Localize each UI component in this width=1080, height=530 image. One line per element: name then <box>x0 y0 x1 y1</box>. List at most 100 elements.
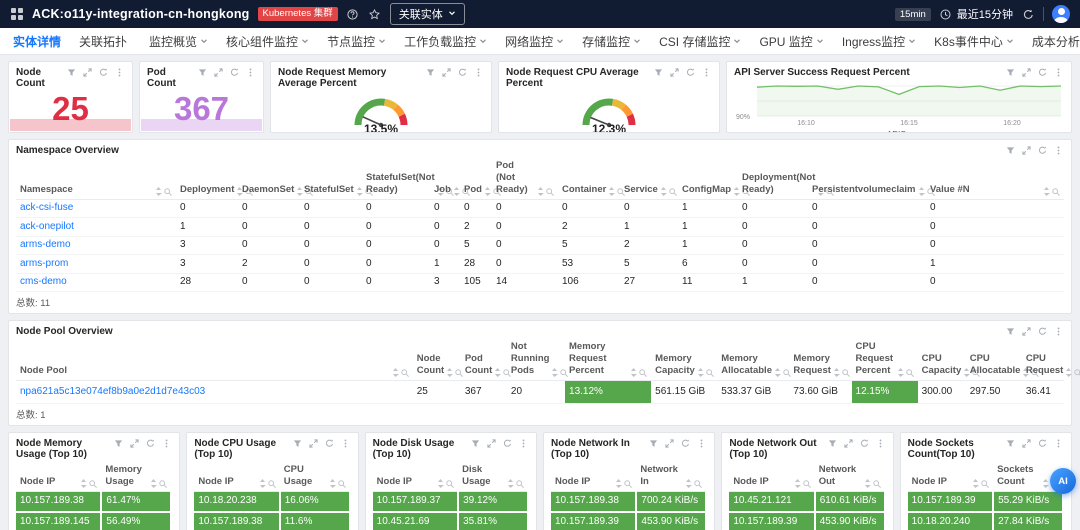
refresh-icon[interactable] <box>145 438 156 449</box>
search-icon[interactable] <box>669 187 677 196</box>
sort-icon[interactable] <box>774 367 781 377</box>
search-icon[interactable] <box>503 369 512 377</box>
search-icon[interactable] <box>455 369 464 377</box>
nav-tab-2[interactable]: 监控概览 <box>140 28 217 54</box>
node-pool-link[interactable]: npa621a5c13e074ef8b9a0e2d1d7e43c03 <box>20 385 206 397</box>
search-icon[interactable] <box>516 480 524 488</box>
refresh-icon[interactable] <box>1037 67 1048 78</box>
expand-icon[interactable] <box>1021 326 1032 337</box>
nav-tab-6[interactable]: 网络监控 <box>496 28 573 54</box>
nav-tab-7[interactable]: 存储监控 <box>573 28 650 54</box>
kebab-menu-icon[interactable] <box>473 67 484 78</box>
refresh-icon[interactable] <box>1037 145 1048 156</box>
sort-icon[interactable] <box>446 367 454 377</box>
refresh-icon[interactable] <box>502 438 513 449</box>
help-icon[interactable] <box>346 7 360 21</box>
sort-icon[interactable] <box>392 367 399 377</box>
sort-icon[interactable] <box>817 186 825 196</box>
sort-icon[interactable] <box>329 479 336 488</box>
refresh-icon[interactable] <box>1021 7 1035 21</box>
namespace-link[interactable]: arms-prom <box>20 257 69 269</box>
search-icon[interactable] <box>803 480 811 488</box>
user-avatar[interactable] <box>1052 5 1070 23</box>
sort-icon[interactable] <box>972 479 980 488</box>
filter-icon[interactable] <box>425 67 436 78</box>
search-icon[interactable] <box>694 480 703 488</box>
time-range-picker[interactable]: 最近15分钟 <box>939 6 1013 22</box>
sort-icon[interactable] <box>1043 186 1050 196</box>
kebab-menu-icon[interactable] <box>1053 438 1064 449</box>
search-icon[interactable] <box>445 187 454 196</box>
search-icon[interactable] <box>462 187 470 196</box>
refresh-icon[interactable] <box>324 438 335 449</box>
search-icon[interactable] <box>624 480 633 488</box>
search-icon[interactable] <box>872 480 881 488</box>
expand-icon[interactable] <box>1021 67 1032 78</box>
kebab-menu-icon[interactable] <box>245 67 256 78</box>
sort-icon[interactable] <box>494 367 502 377</box>
search-icon[interactable] <box>783 369 791 377</box>
refresh-icon[interactable] <box>685 67 696 78</box>
sort-icon[interactable] <box>918 186 925 196</box>
search-icon[interactable] <box>826 187 835 196</box>
sort-icon[interactable] <box>551 367 559 377</box>
favorite-star-icon[interactable] <box>368 7 382 21</box>
search-icon[interactable] <box>1074 369 1080 377</box>
sort-icon[interactable] <box>155 186 162 196</box>
search-icon[interactable] <box>842 369 850 377</box>
nav-tab-1[interactable]: 关联拓扑 <box>79 34 128 49</box>
sort-icon[interactable] <box>660 186 667 196</box>
search-icon[interactable] <box>706 369 714 377</box>
expand-icon[interactable] <box>82 67 93 78</box>
sort-icon[interactable] <box>236 186 244 196</box>
filter-icon[interactable] <box>1005 67 1016 78</box>
sort-icon[interactable] <box>453 186 460 196</box>
search-icon[interactable] <box>981 480 990 488</box>
sort-icon[interactable] <box>615 479 623 488</box>
sort-icon[interactable] <box>1042 479 1049 488</box>
expand-icon[interactable] <box>308 438 319 449</box>
expand-icon[interactable] <box>843 438 854 449</box>
filter-icon[interactable] <box>66 67 77 78</box>
search-icon[interactable] <box>926 187 935 196</box>
kebab-menu-icon[interactable] <box>875 438 886 449</box>
nav-tab-10[interactable]: Ingress监控 <box>833 28 925 54</box>
filter-icon[interactable] <box>653 67 664 78</box>
nav-tab-4[interactable]: 节点监控 <box>318 28 395 54</box>
sort-icon[interactable] <box>1022 367 1030 377</box>
nav-tab-3[interactable]: 核心组件监控 <box>217 28 318 54</box>
sort-icon[interactable] <box>150 479 158 488</box>
nav-tab-5[interactable]: 工作负载监控 <box>395 28 496 54</box>
kebab-menu-icon[interactable] <box>161 438 172 449</box>
sort-icon[interactable] <box>685 479 693 488</box>
filter-icon[interactable] <box>827 438 838 449</box>
namespace-link[interactable]: cms-demo <box>20 276 67 288</box>
kebab-menu-icon[interactable] <box>340 438 351 449</box>
sort-icon[interactable] <box>259 479 266 488</box>
namespace-link[interactable]: arms-demo <box>20 239 71 251</box>
refresh-icon[interactable] <box>1037 438 1048 449</box>
sort-icon[interactable] <box>697 367 704 377</box>
expand-icon[interactable] <box>1021 145 1032 156</box>
filter-icon[interactable] <box>197 67 208 78</box>
refresh-icon[interactable] <box>1037 326 1048 337</box>
nav-tab-8[interactable]: CSI 存储监控 <box>650 28 750 54</box>
search-icon[interactable] <box>446 480 455 488</box>
namespace-link[interactable]: ack-onepilot <box>20 220 74 232</box>
kebab-menu-icon[interactable] <box>1053 145 1064 156</box>
search-icon[interactable] <box>972 369 981 377</box>
nav-tab-11[interactable]: K8s事件中心 <box>925 28 1023 54</box>
refresh-icon[interactable] <box>859 438 870 449</box>
expand-icon[interactable] <box>213 67 224 78</box>
search-icon[interactable] <box>401 369 409 377</box>
refresh-icon[interactable] <box>680 438 691 449</box>
kebab-menu-icon[interactable] <box>114 67 125 78</box>
expand-icon[interactable] <box>664 438 675 449</box>
filter-icon[interactable] <box>1005 145 1016 156</box>
related-entity-dropdown[interactable]: 关联实体 <box>389 3 465 25</box>
sort-icon[interactable] <box>437 479 445 488</box>
filter-icon[interactable] <box>1005 438 1016 449</box>
namespace-link[interactable]: ack-csi-fuse <box>20 202 74 214</box>
search-icon[interactable] <box>1031 369 1040 377</box>
